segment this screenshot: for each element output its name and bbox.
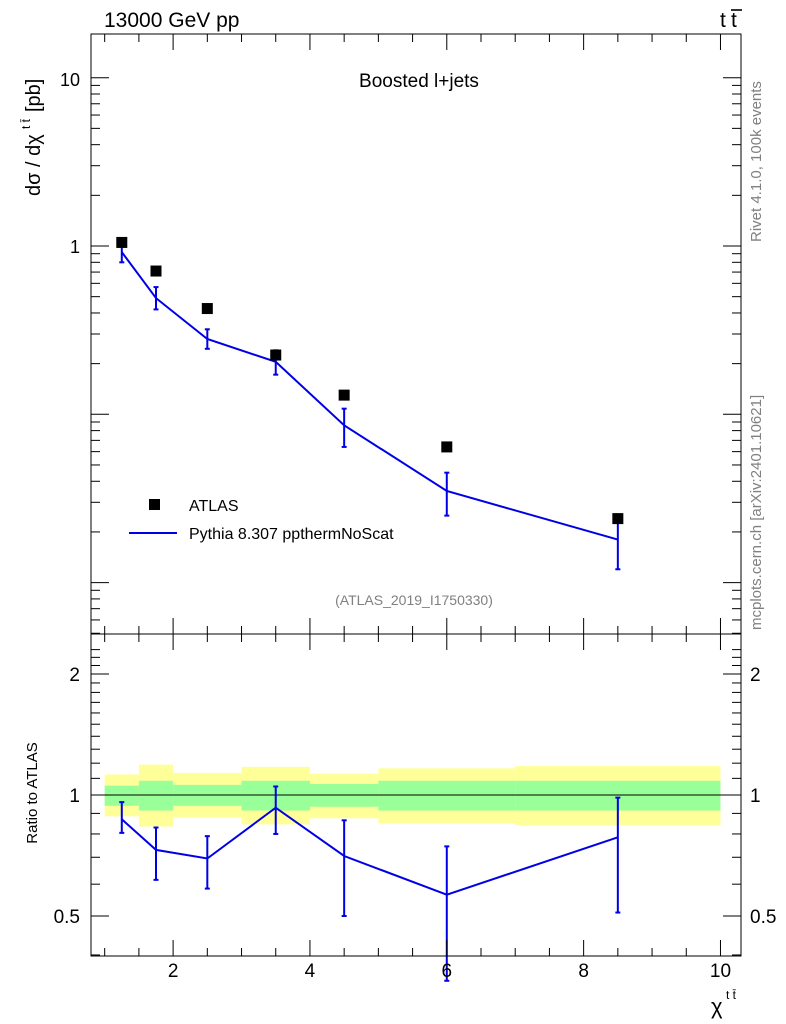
main-ytick-label-10: 10	[60, 70, 80, 90]
ratio-ytick-label-right: 1	[750, 786, 761, 807]
ratio-ytick-label-left: 0.5	[54, 907, 80, 928]
ratio-band-inner	[138, 780, 174, 811]
legend: ATLAS Pythia 8.307 ppthermNoScat	[129, 498, 394, 543]
rivet-version-label: Rivet 4.1.0, 100k events	[748, 81, 765, 242]
ratio-ytick-label-right: 0.5	[750, 907, 776, 928]
ratio-uncertainty-bands	[104, 764, 721, 827]
main-y-axis-label-unit: [pb]	[23, 79, 45, 112]
x-axis-label-sup: t t̄	[726, 988, 737, 1002]
analysis-label: (ATLAS_2019_I1750330)	[335, 592, 493, 608]
main-y-axis-label-sup: t t̄	[19, 118, 33, 129]
xtick-label: 8	[578, 961, 589, 982]
atlas-data-point	[116, 236, 128, 248]
xtick-label: 6	[442, 961, 453, 982]
main-y-axis-label-main: dσ / dχ	[23, 134, 45, 196]
atlas-data-point	[612, 513, 624, 525]
ratio-axis-ticks: 0.5 0.5 1 1 2 2 2 4 6 8 10	[54, 634, 776, 982]
ratio-series-layer	[119, 785, 621, 982]
ratio-ytick-label-right: 2	[750, 665, 761, 686]
process-label: t t	[720, 9, 742, 32]
ratio-y-axis-label: Ratio to ATLAS	[24, 742, 41, 843]
main-panel: Boosted l+jets (ATLAS_2019_I1750330) dσ …	[19, 33, 742, 635]
ratio-ytick-label-left: 1	[69, 786, 80, 807]
ratio-line	[121, 806, 619, 896]
main-panel-frame	[90, 33, 742, 635]
legend-pythia-label: Pythia 8.307 ppthermNoScat	[189, 526, 394, 543]
ratio-band-inner	[378, 780, 516, 811]
atlas-data-point	[201, 303, 213, 315]
main-ytick-label-1: 1	[70, 237, 80, 257]
xtick-label: 2	[168, 961, 179, 982]
ratio-panel: 0.5 0.5 1 1 2 2 2 4 6 8 10 Ratio to ATLAS χ t t̄	[24, 633, 776, 1019]
main-title: Boosted l+jets	[359, 71, 479, 92]
legend-atlas-label: ATLAS	[189, 498, 239, 515]
mc-line	[120, 251, 619, 541]
mcplots-url-label: mcplots.cern.ch [arXiv:2401.10621]	[748, 395, 765, 630]
xtick-label: 10	[710, 961, 731, 982]
main-y-axis-label: dσ / dχ t t̄ [pb]	[19, 79, 45, 196]
main-axis-ticks	[91, 34, 741, 634]
atlas-data-point	[150, 265, 162, 277]
ratio-panel-frame	[90, 633, 742, 957]
x-axis-label-main: χ	[711, 994, 723, 1019]
atlas-data-point	[338, 389, 350, 401]
x-axis-label: χ t t̄	[711, 988, 737, 1019]
atlas-data-point	[441, 441, 453, 453]
legend-atlas-marker	[149, 499, 160, 510]
collision-energy-label: 13000 GeV pp	[104, 9, 239, 32]
atlas-data-point	[270, 349, 282, 361]
xtick-label: 4	[305, 961, 316, 982]
ratio-ytick-label-left: 2	[69, 665, 80, 686]
process-label-tbar: t	[731, 9, 737, 32]
main-series-layer	[116, 236, 624, 571]
ratio-band-inner	[104, 785, 139, 806]
process-label-t: t	[720, 9, 726, 32]
